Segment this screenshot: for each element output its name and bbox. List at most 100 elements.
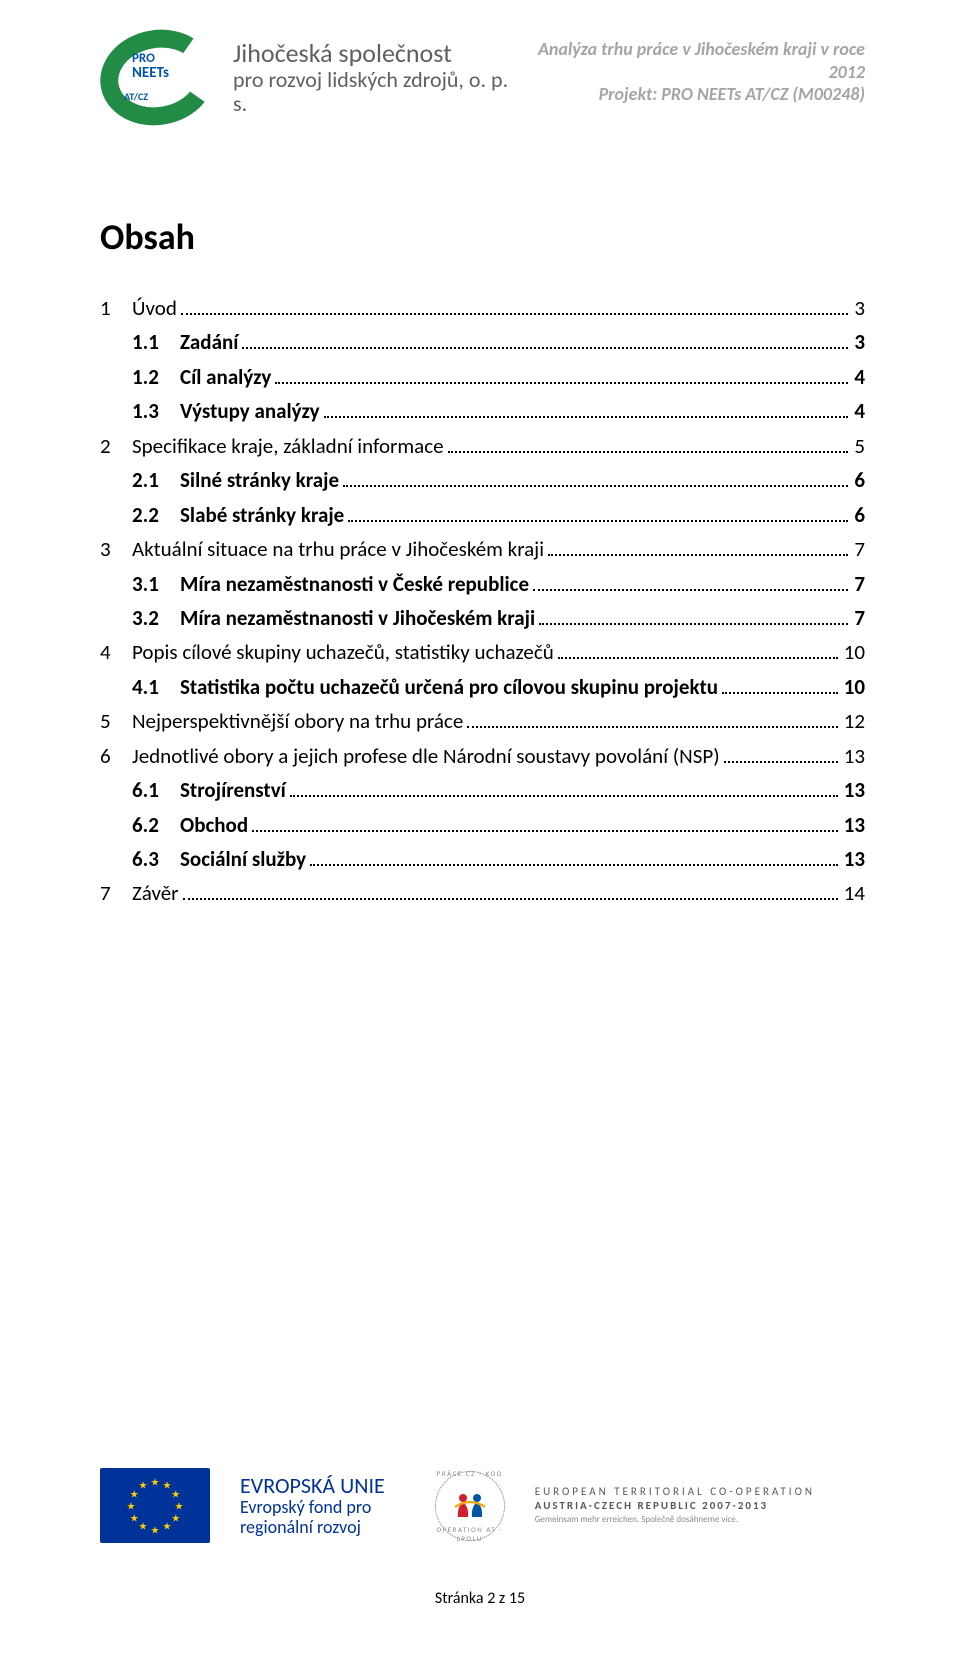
page-number: Stránka 2 z 15: [0, 1589, 960, 1608]
toc-entry-label: Míra nezaměstnanosti v Jihočeském kraji: [180, 603, 535, 633]
toc-entry[interactable]: 2.2Slabé stránky kraje6: [100, 500, 865, 530]
cooperation-logo-icon: PRÁCE CZ - KOO OPERATION AT - SPOLU: [435, 1471, 505, 1541]
header: PRO NEETs AT/CZ Jihočeská společnost pro…: [100, 30, 865, 125]
toc-entry[interactable]: 2Specifikace kraje, základní informace 5: [100, 431, 865, 461]
etc-text: EUROPEAN TERRITORIAL CO-OPERATION AUSTRI…: [535, 1485, 815, 1527]
toc-entry-number: 6: [100, 741, 132, 771]
toc-entry-number: 3.1: [132, 569, 180, 599]
toc-entry-page: 6: [852, 465, 865, 495]
toc-entry[interactable]: 3Aktuální situace na trhu práce v Jihoče…: [100, 534, 865, 564]
star-icon: ★: [151, 1523, 160, 1536]
header-left: PRO NEETs AT/CZ Jihočeská společnost pro…: [100, 30, 511, 125]
toc-entry[interactable]: 4.1Statistika počtu uchazečů určená pro …: [100, 672, 865, 702]
toc-dot-leader: [290, 795, 838, 797]
toc-entry-page: 5: [852, 431, 865, 461]
toc-entry[interactable]: 4Popis cílové skupiny uchazečů, statisti…: [100, 637, 865, 667]
toc-entry-page: 7: [852, 569, 865, 599]
star-icon: ★: [139, 1520, 148, 1533]
toc-entry[interactable]: 1.1Zadání3: [100, 327, 865, 357]
toc-entry-page: 10: [842, 672, 865, 702]
toc-entry-number: 5: [100, 706, 132, 736]
toc-entry-number: 6.3: [132, 844, 180, 874]
toc-entry-page: 7: [852, 603, 865, 633]
org-name: Jihočeská společnost pro rozvoj lidských…: [233, 39, 511, 116]
org-line1: Jihočeská společnost: [233, 39, 511, 68]
toc-entry-page: 12: [842, 706, 865, 736]
toc-entry-page: 7: [852, 534, 865, 564]
toc-entry[interactable]: 6.3Sociální služby13: [100, 844, 865, 874]
toc-entry-label: Nejperspektivnější obory na trhu práce: [132, 706, 463, 736]
toc-entry-label: Specifikace kraje, základní informace: [132, 431, 444, 461]
toc-entry[interactable]: 6Jednotlivé obory a jejich profese dle N…: [100, 741, 865, 771]
toc-entry[interactable]: 6.2Obchod 13: [100, 810, 865, 840]
toc-entry[interactable]: 1.3Výstupy analýzy4: [100, 396, 865, 426]
toc-entry-label: Úvod: [132, 293, 177, 323]
neets-badge: AT/CZ: [124, 90, 148, 103]
header-right: Analýza trhu práce v Jihočeském kraji v …: [511, 38, 865, 106]
toc-entry-label: Cíl analýzy: [180, 362, 271, 392]
toc-entry-label: Zadání: [180, 327, 238, 357]
toc-entry-page: 13: [842, 775, 865, 805]
toc-entry[interactable]: 1Úvod 3: [100, 293, 865, 323]
toc-entry-number: 1.2: [132, 362, 180, 392]
toc-dot-leader: [252, 830, 838, 832]
toc-entry[interactable]: 6.1Strojírenství13: [100, 775, 865, 805]
etc-line1: EUROPEAN TERRITORIAL CO-OPERATION: [535, 1485, 815, 1500]
toc-entry[interactable]: 5Nejperspektivnější obory na trhu práce 1…: [100, 706, 865, 736]
star-icon: ★: [151, 1475, 160, 1488]
toc-title: Obsah: [100, 215, 865, 259]
toc-list: 1Úvod31.1Zadání31.2Cíl analýzy41.3Výstup…: [100, 293, 865, 909]
footer: ★★★★★★★★★★★★ EVROPSKÁ UNIE Evropský fond…: [100, 1468, 865, 1543]
toc-entry-page: 3: [852, 293, 865, 323]
eu-line1: EVROPSKÁ UNIE: [240, 1474, 385, 1498]
toc-entry-label: Popis cílové skupiny uchazečů, statistik…: [132, 637, 554, 667]
toc-entry-number: 6.2: [132, 810, 180, 840]
neets-line2: NEETs: [132, 66, 169, 82]
toc-entry-label: Závěr: [132, 878, 179, 908]
toc-entry-page: 14: [842, 878, 865, 908]
toc-entry[interactable]: 3.2Míra nezaměstnanosti v Jihočeském kra…: [100, 603, 865, 633]
toc-entry-page: 4: [852, 362, 865, 392]
toc-entry[interactable]: 3.1Míra nezaměstnanosti v České republic…: [100, 569, 865, 599]
toc-entry-number: 3.2: [132, 603, 180, 633]
star-icon: ★: [171, 1511, 180, 1524]
org-line2: pro rozvoj lidských zdrojů, o. p. s.: [233, 68, 511, 116]
toc-entry-label: Míra nezaměstnanosti v České republice: [180, 569, 529, 599]
toc-dot-leader: [181, 313, 848, 315]
etc-line2: AUSTRIA-CZECH REPUBLIC 2007-2013: [535, 1499, 815, 1514]
toc-dot-leader: [539, 623, 848, 625]
toc-dot-leader: [343, 485, 848, 487]
toc-entry-number: 2.2: [132, 500, 180, 530]
coop-text-top: PRÁCE CZ - KOO: [435, 1469, 505, 1478]
toc-dot-leader: [722, 692, 838, 694]
star-icon: ★: [139, 1478, 148, 1491]
toc-entry-label: Sociální služby: [180, 844, 306, 874]
toc-entry-number: 2.1: [132, 465, 180, 495]
toc-entry-page: 4: [852, 396, 865, 426]
toc-entry-label: Jednotlivé obory a jejich profese dle Ná…: [132, 741, 720, 771]
eu-line3: regionální rozvoj: [240, 1518, 385, 1538]
toc-entry-label: Statistika počtu uchazečů určená pro cíl…: [180, 672, 718, 702]
toc-entry-page: 13: [842, 810, 865, 840]
document-page: PRO NEETs AT/CZ Jihočeská společnost pro…: [0, 0, 960, 1653]
toc-dot-leader: [467, 726, 837, 728]
neets-logo-icon: PRO NEETs AT/CZ: [100, 30, 215, 125]
toc-dot-leader: [183, 898, 838, 900]
star-icon: ★: [163, 1520, 172, 1533]
toc-entry-label: Aktuální situace na trhu práce v Jihočes…: [132, 534, 544, 564]
toc-entry[interactable]: 1.2Cíl analýzy 4: [100, 362, 865, 392]
toc-entry-label: Strojírenství: [180, 775, 286, 805]
toc-dot-leader: [310, 864, 838, 866]
toc-entry-number: 2: [100, 431, 132, 461]
eu-line2: Evropský fond pro: [240, 1498, 385, 1518]
toc-entry-page: 10: [842, 637, 865, 667]
toc-entry[interactable]: 7Závěr14: [100, 878, 865, 908]
star-icon: ★: [130, 1487, 139, 1500]
header-project-line2: Projekt: PRO NEETs AT/CZ (M00248): [511, 83, 865, 106]
eu-flag-icon: ★★★★★★★★★★★★: [100, 1468, 210, 1543]
toc-entry-number: 1: [100, 293, 132, 323]
toc-entry-label: Obchod: [180, 810, 248, 840]
eu-text: EVROPSKÁ UNIE Evropský fond pro regionál…: [240, 1474, 385, 1538]
toc-entry[interactable]: 2.1Silné stránky kraje6: [100, 465, 865, 495]
toc-dot-leader: [548, 554, 848, 556]
